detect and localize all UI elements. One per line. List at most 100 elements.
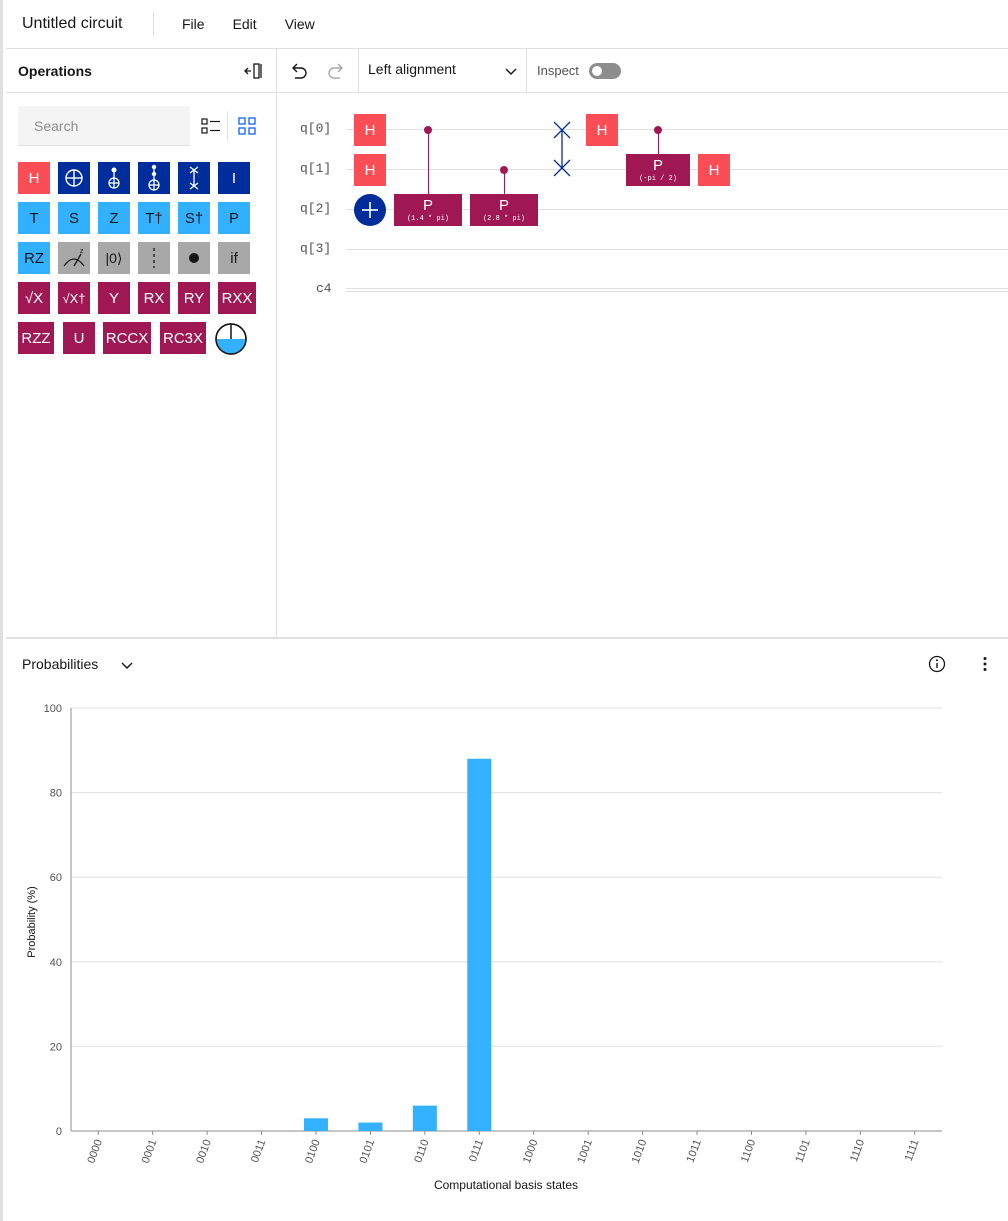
gate-swap[interactable] xyxy=(178,162,210,194)
gate-tdg[interactable]: T† xyxy=(138,202,170,234)
swap-icon xyxy=(189,166,199,190)
chevron-down-icon[interactable] xyxy=(119,657,135,673)
view-divider xyxy=(227,111,228,141)
gate-z[interactable]: Z xyxy=(98,202,130,234)
menu-file[interactable]: File xyxy=(182,16,205,32)
qubit-label: q[3] xyxy=(300,241,332,256)
classical-label: c4 xyxy=(316,281,332,296)
gate-u[interactable]: U xyxy=(63,322,95,354)
y-axis-label: Probability (%) xyxy=(26,886,38,958)
control-dot[interactable] xyxy=(500,166,508,174)
gate-if[interactable]: if xyxy=(218,242,250,274)
gate-sx[interactable]: √X xyxy=(18,282,50,314)
probability-bar[interactable] xyxy=(467,758,492,1131)
gate-rzz[interactable]: RZZ xyxy=(18,322,54,354)
circuit-gate-h[interactable]: H xyxy=(354,154,386,186)
x-tick-label: 1011 xyxy=(684,1138,703,1164)
undo-icon[interactable] xyxy=(287,60,309,82)
gate-label: P xyxy=(498,197,509,214)
gate-t[interactable]: T xyxy=(18,202,50,234)
gate-rccx[interactable]: RCCX xyxy=(103,322,151,354)
visualization-select[interactable]: Probabilities xyxy=(22,656,99,672)
x-tick-label: 1100 xyxy=(739,1138,758,1164)
probability-bar[interactable] xyxy=(412,1105,437,1131)
inspect-label: Inspect xyxy=(537,63,579,78)
control-dot-icon xyxy=(189,253,199,263)
x-tick-label: 0001 xyxy=(140,1138,160,1165)
x-tick-label: 1101 xyxy=(793,1138,812,1164)
operations-title: Operations xyxy=(18,62,92,79)
x-tick-label: 0000 xyxy=(85,1138,105,1165)
collapse-panel-icon[interactable] xyxy=(244,62,262,80)
menu-view[interactable]: View xyxy=(284,16,315,32)
gate-sxdg[interactable]: √X† xyxy=(58,282,90,314)
control-dot[interactable] xyxy=(654,126,662,134)
menu-divider xyxy=(153,12,154,36)
redo-icon[interactable] xyxy=(326,60,348,82)
toggle-knob xyxy=(592,66,602,76)
toolbar-divider xyxy=(358,49,359,93)
circuit-title[interactable]: Untitled circuit xyxy=(22,15,123,32)
cnot-icon xyxy=(65,169,83,187)
y-tick-label: 20 xyxy=(50,1041,62,1053)
chevron-down-icon[interactable] xyxy=(503,63,519,79)
circuit-gate-h[interactable]: H xyxy=(586,114,618,146)
probability-disk-icon[interactable] xyxy=(214,322,248,356)
x-tick-label: 0110 xyxy=(412,1138,431,1164)
alignment-select[interactable]: Left alignment xyxy=(368,61,456,77)
gate-h[interactable]: H xyxy=(18,162,50,194)
gate-reset[interactable]: |0⟩ xyxy=(98,242,130,274)
control-line xyxy=(658,130,659,154)
probabilities-panel: Probabilities 0 20 40 60 80 100 0000 0001 0010 00… xyxy=(6,637,1008,1221)
gate-sdg[interactable]: S† xyxy=(178,202,210,234)
gate-rxx[interactable]: RXX xyxy=(218,282,256,314)
circuit-gate-x[interactable] xyxy=(354,194,386,226)
x-tick-label: 0010 xyxy=(194,1138,214,1165)
gate-ry[interactable]: RY xyxy=(178,282,210,314)
gate-label: P xyxy=(652,157,663,174)
gate-rc3x[interactable]: RC3X xyxy=(160,322,206,354)
probability-chart: 0 20 40 60 80 100 0000 0001 0010 0011 0100 0101 0110… xyxy=(26,703,942,1192)
y-tick-label: 80 xyxy=(50,788,62,800)
gate-i[interactable]: I xyxy=(218,162,250,194)
menu-bar: Untitled circuit File Edit View xyxy=(6,0,1008,49)
swap-gate[interactable] xyxy=(552,120,572,178)
menu-edit[interactable]: Edit xyxy=(232,16,257,32)
qubit-label: q[1] xyxy=(300,161,332,176)
qubit-wire xyxy=(346,129,1008,130)
gate-cnot[interactable] xyxy=(58,162,90,194)
circuit-gate-h[interactable]: H xyxy=(698,154,730,186)
gate-ccx[interactable] xyxy=(138,162,170,194)
probability-bar[interactable] xyxy=(358,1122,383,1131)
overflow-menu-icon[interactable] xyxy=(976,655,994,673)
gate-rx[interactable]: RX xyxy=(138,282,170,314)
circuit-canvas[interactable]: q[0] q[1] q[2] q[3] c4 H H P (1.4 * pi) … xyxy=(278,94,1008,637)
circuit-gate-cp[interactable]: P (2.8 * pi) xyxy=(470,194,538,226)
gate-control[interactable] xyxy=(178,242,210,274)
gate-p[interactable]: P xyxy=(218,202,250,234)
gate-rz[interactable]: RZ xyxy=(18,242,50,274)
circuit-gate-cp[interactable]: P (1.4 * pi) xyxy=(394,194,462,226)
info-icon[interactable] xyxy=(928,655,946,673)
gate-s[interactable]: S xyxy=(58,202,90,234)
circuit-toolbar: Left alignment Inspect xyxy=(278,49,1008,93)
toffoli-icon xyxy=(108,167,120,189)
gate-barrier[interactable] xyxy=(138,242,170,274)
operations-header: Operations xyxy=(6,49,276,93)
probability-bar[interactable] xyxy=(303,1118,328,1131)
gate-param: (1.4 * pi) xyxy=(406,215,449,223)
x-tick-label: 1111 xyxy=(903,1138,922,1163)
circuit-gate-cp[interactable]: P (-pi / 2) xyxy=(626,154,690,186)
list-view-icon[interactable] xyxy=(200,115,222,137)
gate-measure[interactable]: z xyxy=(58,242,90,274)
control-dot[interactable] xyxy=(424,126,432,134)
gate-y[interactable]: Y xyxy=(98,282,130,314)
classical-wire xyxy=(346,288,1008,289)
search-input[interactable] xyxy=(18,106,190,146)
gate-toffoli[interactable] xyxy=(98,162,130,194)
inspect-toggle[interactable] xyxy=(589,63,621,79)
x-tick-label: 0111 xyxy=(467,1138,486,1164)
circuit-gate-h[interactable]: H xyxy=(354,114,386,146)
grid-view-icon[interactable] xyxy=(236,115,258,137)
